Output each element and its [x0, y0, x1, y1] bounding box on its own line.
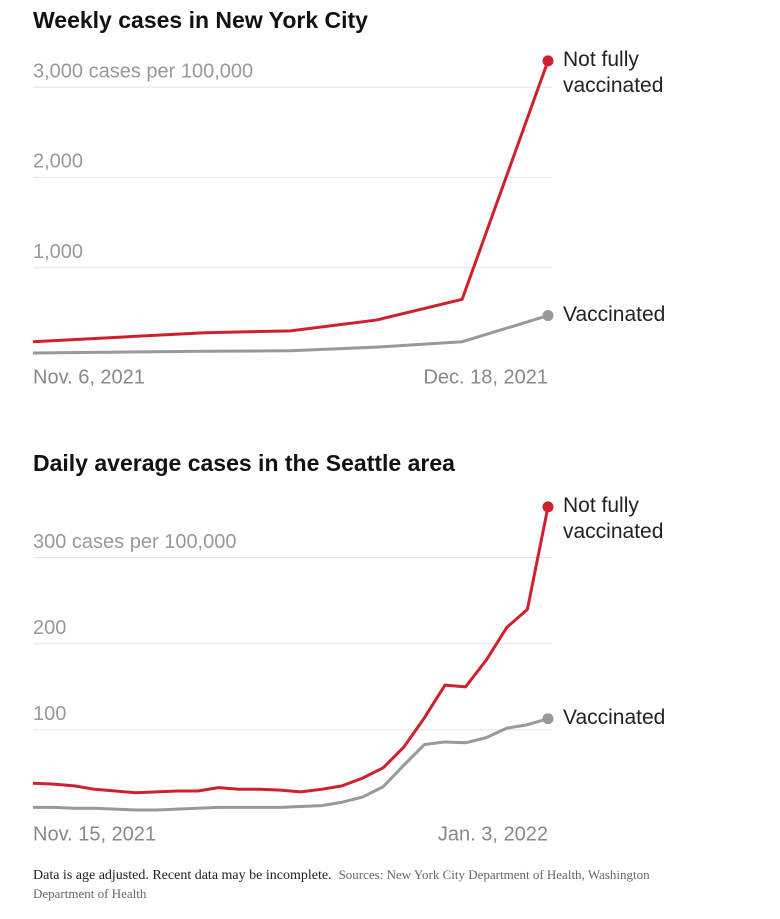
- x-tick-label: Dec. 18, 2021: [423, 366, 548, 388]
- chart-title: Weekly cases in New York City: [33, 7, 368, 33]
- y-tick-label: 2,000: [33, 151, 83, 173]
- y-tick-label: 100: [33, 703, 66, 725]
- series-label: Not fully vaccinated: [563, 47, 664, 97]
- y-tick-label: 3,000 cases per 100,000: [33, 60, 253, 82]
- series-label: Not fully vaccinated: [563, 493, 664, 543]
- series-label: Vaccinated: [563, 705, 666, 729]
- series-label: Vaccinated: [563, 302, 666, 326]
- y-tick-label: 300 cases per 100,000: [33, 531, 237, 553]
- series-line: [32, 506, 550, 795]
- series-line: [33, 717, 549, 812]
- x-tick-label: Nov. 6, 2021: [33, 366, 145, 388]
- end-dot: [542, 713, 554, 725]
- charts: Weekly cases in New York City 1,000 2,000 3…: [32, 7, 554, 845]
- y-tick-label: 200: [33, 617, 66, 639]
- end-dot: [542, 310, 554, 322]
- x-tick-label: Nov. 15, 2021: [33, 823, 156, 845]
- end-dot: [542, 501, 554, 513]
- series-line: [32, 60, 550, 344]
- y-tick-label: 1,000: [33, 241, 83, 263]
- footnote: Data is age adjusted. Recent data may be…: [33, 866, 673, 904]
- source: Sources: New York City Department of Hea…: [33, 867, 650, 901]
- series-line: [32, 314, 549, 355]
- chart-title: Daily average cases in the Seattle area: [33, 450, 455, 476]
- note: Data is age adjusted. Recent data may be…: [33, 868, 332, 883]
- end-dot: [542, 55, 554, 67]
- x-tick-label: Jan. 3, 2022: [438, 823, 548, 845]
